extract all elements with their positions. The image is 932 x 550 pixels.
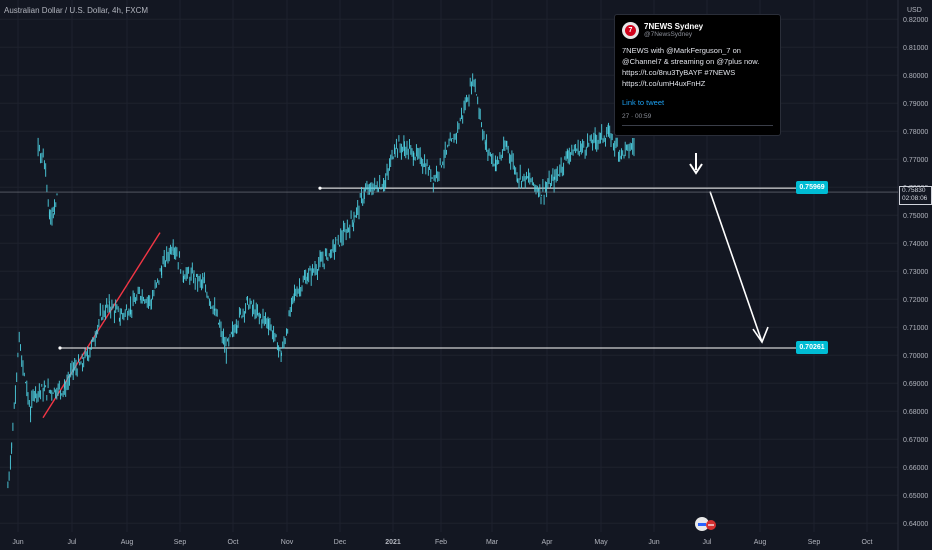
- y-axis-unit: USD: [907, 7, 922, 14]
- x-tick-label: Jun: [648, 539, 659, 546]
- x-tick-label: Dec: [334, 539, 347, 546]
- x-tick-label: Apr: [542, 539, 554, 546]
- x-tick-label: Oct: [228, 539, 239, 546]
- y-tick-label: 0.65000: [903, 493, 928, 500]
- price-series: [7, 73, 635, 489]
- x-tick-label: Jun: [12, 539, 23, 546]
- current-price-value: 0.75830: [902, 187, 926, 194]
- y-tick-label: 0.64000: [903, 521, 928, 528]
- y-tick-label: 0.81000: [903, 45, 928, 52]
- y-tick-label: 0.66000: [903, 465, 928, 472]
- x-tick-label: Sep: [174, 539, 187, 546]
- y-tick-label: 0.73000: [903, 269, 928, 276]
- y-tick-label: 0.82000: [903, 17, 928, 24]
- x-tick-label: Sep: [808, 539, 821, 546]
- tradingview-events-icon[interactable]: [692, 514, 720, 532]
- tweet-author-handle: @7NewsSydney: [644, 31, 693, 38]
- tweet-text: 7NEWS with @MarkFerguson_7 on @Channel7 …: [622, 46, 760, 88]
- projection-arrow-head: [752, 326, 769, 344]
- horizontal-levels[interactable]: [58, 186, 796, 350]
- projection-arrow: [709, 191, 763, 343]
- x-tick-label: Oct: [862, 539, 873, 546]
- level-anchor-dot: [318, 186, 322, 190]
- down-arrow-head: [689, 163, 703, 175]
- x-tick-label: 2021: [385, 539, 401, 546]
- bar-countdown: 02:08:06: [902, 195, 928, 202]
- tweet-header: 7 7NEWS Sydney @7NewsSydney: [622, 22, 773, 39]
- y-tick-label: 0.78000: [903, 129, 928, 136]
- x-tick-label: Aug: [754, 539, 767, 546]
- y-tick-label: 0.71000: [903, 325, 928, 332]
- level-badge-lower[interactable]: 0.70261: [796, 341, 828, 354]
- price-axis: 0.82000 0.81000 0.80000 0.79000 0.78000 0.770…: [903, 7, 928, 528]
- x-tick-label: Feb: [435, 539, 447, 546]
- y-tick-label: 0.79000: [903, 101, 928, 108]
- tweet-time: 27 · 00:59: [622, 111, 773, 126]
- y-tick-label: 0.75000: [903, 213, 928, 220]
- support-trendline: [42, 232, 161, 419]
- x-tick-label: Jul: [68, 539, 77, 546]
- tweet-link[interactable]: Link to tweet: [622, 98, 665, 107]
- level-anchor-dot: [58, 346, 62, 350]
- y-tick-label: 0.77000: [903, 157, 928, 164]
- y-tick-label: 0.80000: [903, 73, 928, 80]
- x-tick-label: Jul: [703, 539, 712, 546]
- y-tick-label: 0.72000: [903, 297, 928, 304]
- y-tick-label: 0.67000: [903, 437, 928, 444]
- x-tick-label: May: [594, 539, 608, 546]
- price-candles: [7, 73, 635, 489]
- y-tick-label: 0.68000: [903, 409, 928, 416]
- y-tick-label: 0.70000: [903, 353, 928, 360]
- y-tick-label: 0.69000: [903, 381, 928, 388]
- annotation-arrows[interactable]: [689, 153, 769, 344]
- level-badge-upper[interactable]: 0.75969: [796, 181, 828, 194]
- avatar-mark: 7: [625, 25, 636, 36]
- y-tick-label: 0.74000: [903, 241, 928, 248]
- tweet-card[interactable]: 7 7NEWS Sydney @7NewsSydney 7NEWS with @…: [614, 14, 781, 136]
- x-tick-label: Nov: [281, 539, 294, 546]
- x-tick-label: Aug: [121, 539, 134, 546]
- x-tick-label: Mar: [486, 539, 499, 546]
- symbol-title: Australian Dollar / U.S. Dollar, 4h, FXC…: [4, 6, 149, 15]
- trendline-group[interactable]: [42, 232, 161, 419]
- tweet-author-name: 7NEWS Sydney: [644, 22, 704, 31]
- time-axis: Jun Jul Aug Sep Oct Nov Dec 2021 Feb Mar Apr May Jun…: [12, 539, 872, 546]
- current-price-label: 0.75830 02:08:06: [899, 186, 932, 205]
- channel-logo-icon: 7: [622, 22, 639, 39]
